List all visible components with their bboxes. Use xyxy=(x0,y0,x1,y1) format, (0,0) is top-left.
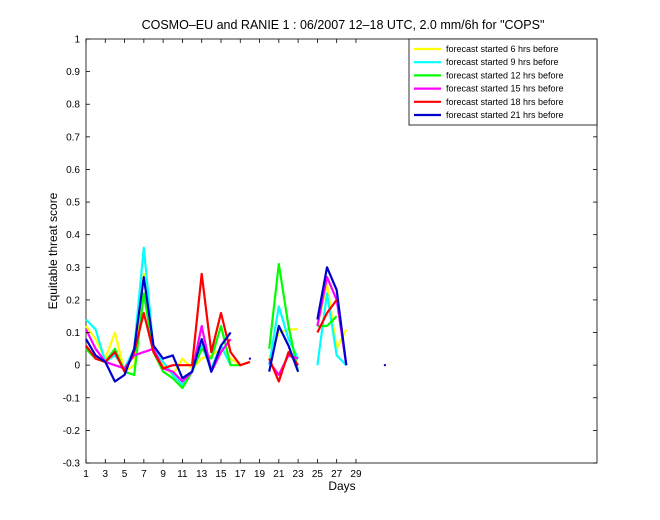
y-tick-label: 0.8 xyxy=(66,100,80,111)
series-line-segment xyxy=(85,292,241,390)
x-tick-label: 7 xyxy=(141,469,147,480)
legend-entry: forecast started 15 hrs before xyxy=(446,84,564,94)
series-line-segment xyxy=(268,262,300,372)
x-tick-label: 15 xyxy=(215,469,227,480)
series-line-segment xyxy=(85,276,232,383)
y-tick-label: 0.2 xyxy=(66,295,80,306)
y-tick-label: 0.6 xyxy=(66,165,80,176)
x-tick-label: 25 xyxy=(312,469,324,480)
legend-entry: forecast started 21 hrs before xyxy=(446,110,564,120)
x-tick-label: 1 xyxy=(83,469,89,480)
ticks-layer: 1 3 5 7 9 11 13 15 17 19 21 23 25 27 29-0.3-0.2-0.100.… xyxy=(63,35,597,480)
series-line-segment xyxy=(316,299,338,333)
x-tick-label: 13 xyxy=(196,469,208,480)
x-tick-label: 23 xyxy=(293,469,305,480)
y-tick-label: 0.5 xyxy=(66,198,80,209)
y-tick-label: 0.7 xyxy=(66,132,80,143)
x-tick-label: 17 xyxy=(235,469,247,480)
legend-entry: forecast started 6 hrs before xyxy=(446,44,559,54)
y-tick-label: -0.2 xyxy=(63,426,81,437)
x-tick-label: 27 xyxy=(331,469,343,480)
chart-title: COSMO–EU and RANIE 1 : 06/2007 12–18 UTC… xyxy=(142,18,545,32)
y-tick-label: 0.3 xyxy=(66,263,80,274)
x-tick-label: 9 xyxy=(160,469,166,480)
series-line-segment xyxy=(85,272,251,373)
x-tick-label: 29 xyxy=(350,469,362,480)
y-tick-label: 0.9 xyxy=(66,67,80,78)
legend-entry: forecast started 12 hrs before xyxy=(446,70,564,80)
legend: forecast started 6 hrs before forecast st… xyxy=(408,38,598,126)
series-line-segment xyxy=(316,292,348,366)
y-tick-label: 0.1 xyxy=(66,328,80,339)
legend-entry: forecast started 9 hrs before xyxy=(446,57,559,67)
y-tick-label: -0.1 xyxy=(63,393,81,404)
series-line-segment xyxy=(268,324,300,373)
x-axis-label: Days xyxy=(328,479,355,493)
y-tick-label: 1 xyxy=(74,35,80,46)
x-tick-label: 19 xyxy=(254,469,266,480)
legend-entry: forecast started 18 hrs before xyxy=(446,97,564,107)
y-tick-label: 0.4 xyxy=(66,230,80,241)
x-tick-label: 5 xyxy=(122,469,128,480)
legend-box xyxy=(408,38,598,126)
series-6 xyxy=(85,266,386,383)
series-line-segment xyxy=(316,266,348,366)
x-tick-label: 11 xyxy=(177,469,188,480)
x-tick-label: 3 xyxy=(103,469,109,480)
y-tick-label: 0 xyxy=(74,361,80,372)
x-tick-label: 21 xyxy=(273,469,285,480)
series-layer xyxy=(85,246,386,390)
y-axis-label: Equitable threat score xyxy=(46,192,60,309)
y-tick-label: -0.3 xyxy=(63,459,81,470)
